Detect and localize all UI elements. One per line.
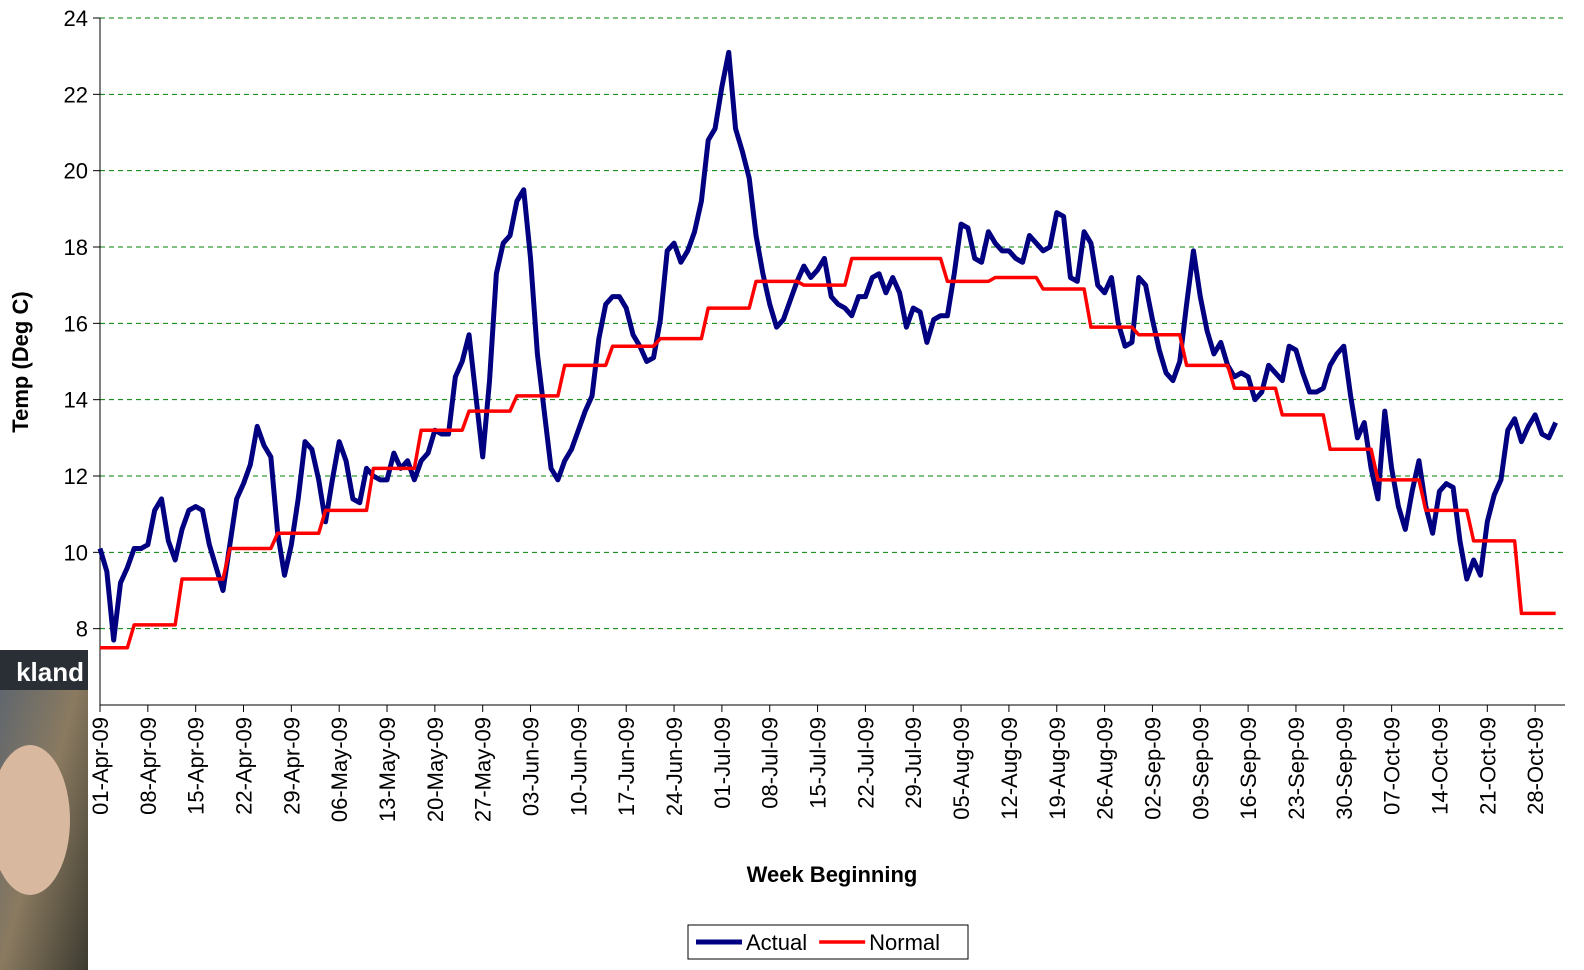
overlay-photo: kland	[0, 650, 88, 970]
x-tick-label: 21-Oct-09	[1475, 717, 1500, 815]
y-tick-label: 14	[64, 388, 88, 413]
y-tick-label: 20	[64, 159, 88, 184]
x-tick-label: 03-Jun-09	[519, 717, 544, 816]
x-tick-label: 20-May-09	[423, 717, 448, 822]
x-tick-label: 16-Sep-09	[1236, 717, 1261, 820]
y-tick-label: 16	[64, 311, 88, 336]
x-tick-label: 23-Sep-09	[1284, 717, 1309, 820]
plot-area: 8 10 12 14 16 18 20 22 24 01-Apr-09 08-Apr-09 15-Ap…	[64, 6, 1565, 822]
x-tick-label: 30-Sep-09	[1332, 717, 1357, 820]
x-tick-label: 13-May-09	[375, 717, 400, 822]
x-tick-label: 05-Aug-09	[949, 717, 974, 820]
chart: 8 10 12 14 16 18 20 22 24 01-Apr-09 08-Apr-09 15-Ap…	[0, 0, 1584, 970]
x-tick-label: 12-Aug-09	[997, 717, 1022, 820]
x-tick-label: 19-Aug-09	[1045, 717, 1070, 820]
x-axis-title: Week Beginning	[747, 862, 918, 887]
x-tick-label: 06-May-09	[327, 717, 352, 822]
x-tick-label: 15-Jul-09	[806, 717, 831, 809]
x-tick-label: 28-Oct-09	[1523, 717, 1548, 815]
x-tick-label: 02-Sep-09	[1140, 717, 1165, 820]
x-tick-label: 07-Oct-09	[1380, 717, 1405, 815]
x-tick-label: 27-May-09	[471, 717, 496, 822]
x-tick-label: 08-Jul-09	[758, 717, 783, 809]
legend: Actual Normal	[688, 925, 968, 959]
y-axis-title: Temp (Deg C)	[8, 291, 33, 432]
x-tick-label: 17-Jun-09	[614, 717, 639, 816]
x-tick-label: 29-Apr-09	[279, 717, 304, 815]
x-tick-label: 15-Apr-09	[184, 717, 209, 815]
x-tick-label: 01-Jul-09	[710, 717, 735, 809]
y-tick-label: 10	[64, 540, 88, 565]
x-tick-label: 01-Apr-09	[88, 717, 113, 815]
x-tick-label: 08-Apr-09	[136, 717, 161, 815]
x-tick-label: 09-Sep-09	[1188, 717, 1213, 820]
x-tick-label: 29-Jul-09	[901, 717, 926, 809]
x-tick-label: 10-Jun-09	[566, 717, 591, 816]
y-tick-label: 8	[76, 617, 88, 642]
overlay-label: kland	[16, 657, 84, 687]
x-tick-label: 22-Apr-09	[232, 717, 257, 815]
y-tick-label: 22	[64, 82, 88, 107]
legend-label: Actual	[746, 930, 807, 955]
y-tick-label: 24	[64, 6, 88, 31]
legend-label: Normal	[869, 930, 940, 955]
series-line	[100, 258, 1556, 647]
x-tick-label: 22-Jul-09	[853, 717, 878, 809]
x-tick-label: 14-Oct-09	[1427, 717, 1452, 815]
y-tick-label: 18	[64, 235, 88, 260]
x-tick-label: 26-Aug-09	[1093, 717, 1118, 820]
y-tick-label: 12	[64, 464, 88, 489]
x-tick-label: 24-Jun-09	[662, 717, 687, 816]
